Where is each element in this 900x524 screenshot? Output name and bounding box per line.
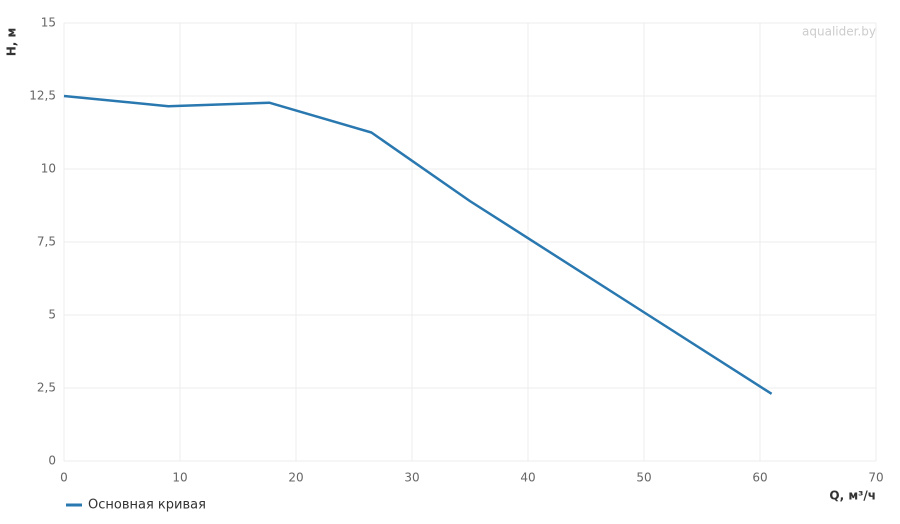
x-tick-label: 30	[404, 471, 419, 485]
y-tick-label: 2,5	[37, 381, 56, 395]
legend-label: Основная кривая	[88, 498, 206, 513]
y-tick-label: 15	[41, 16, 56, 30]
x-tick-label: 20	[288, 471, 303, 485]
x-tick-label: 50	[636, 471, 651, 485]
x-tick-label: 0	[60, 471, 68, 485]
y-axis-title: H, м	[5, 28, 19, 57]
y-tick-label: 0	[48, 454, 56, 468]
watermark: aqualider.by	[802, 25, 876, 39]
y-tick-label: 5	[48, 308, 56, 322]
x-tick-label: 40	[520, 471, 535, 485]
x-tick-label: 70	[868, 471, 883, 485]
x-axis-title: Q, м³/ч	[829, 489, 876, 503]
x-tick-label: 10	[172, 471, 187, 485]
x-tick-label: 60	[752, 471, 767, 485]
y-tick-label: 10	[41, 162, 56, 176]
line	[63, 94, 773, 395]
y-tick-label: 12,5	[29, 89, 56, 103]
y-tick-label: 7,5	[37, 235, 56, 249]
